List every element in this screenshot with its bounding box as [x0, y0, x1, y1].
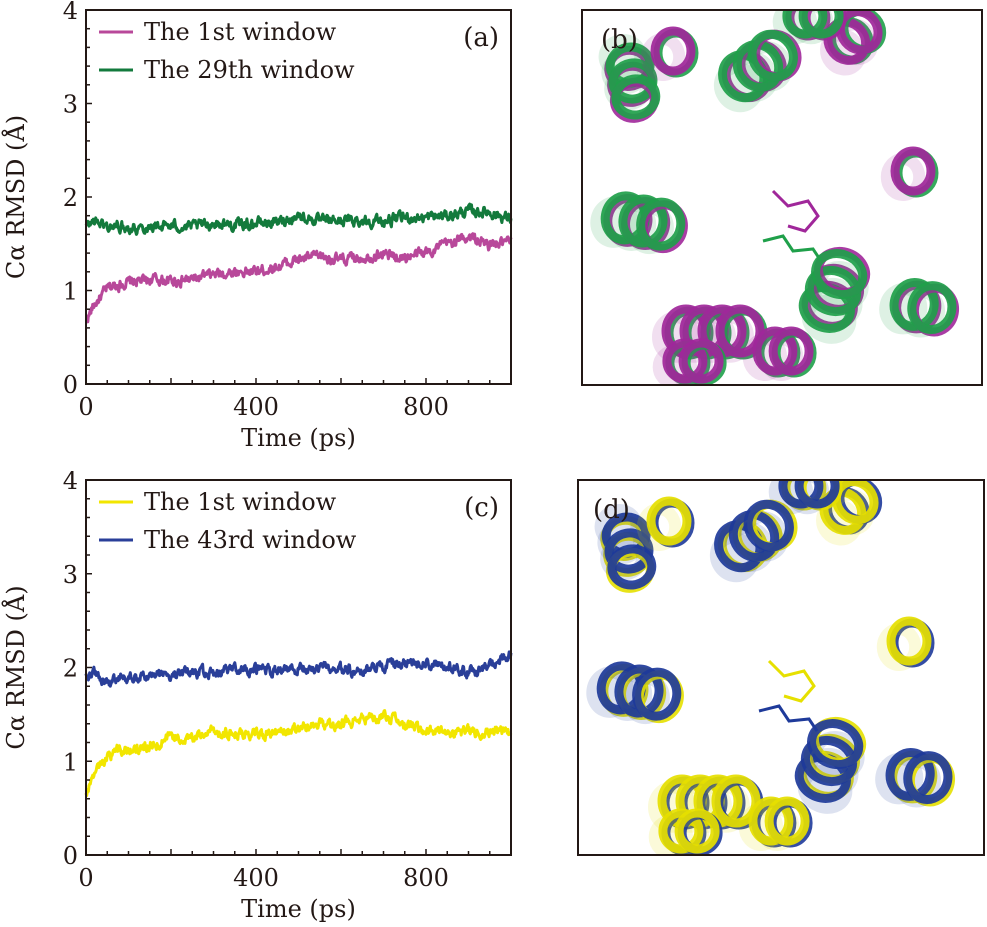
x-tick-label: 400: [233, 393, 279, 421]
panel-label-b: (b): [601, 25, 638, 55]
y-tick-label: 2: [63, 655, 78, 683]
y-tick-label: 1: [63, 748, 78, 776]
helix-ribbon: [768, 481, 843, 515]
helix-ribbon: [590, 191, 688, 255]
helix-ribbon: [709, 499, 798, 583]
helix-ribbon: [636, 496, 695, 551]
series-line-2: [84, 650, 513, 688]
legend-label: The 43rd window: [144, 526, 357, 554]
protein-structure-b-image: [590, 11, 960, 384]
x-tick-label: 400: [233, 864, 279, 892]
plot-area: [84, 650, 513, 798]
helix-ribbon: [713, 29, 802, 113]
x-tick-label: 800: [403, 393, 449, 421]
helix-ribbon: [879, 277, 960, 338]
panel-label-d: (d): [593, 495, 630, 525]
helix-ribbon: [798, 246, 871, 344]
helix-ribbon: [738, 796, 813, 851]
helix-ribbon: [586, 661, 684, 725]
helix-ribbon: [594, 503, 657, 593]
helix-ribbon: [794, 716, 867, 814]
x-tick-label: 800: [403, 864, 449, 892]
helix-ribbon: [880, 146, 939, 201]
x-axis-label: Time (ps): [241, 895, 356, 923]
y-tick-label: 2: [63, 184, 78, 212]
y-tick-label: 4: [63, 0, 78, 25]
y-tick-label: 3: [63, 561, 78, 589]
x-tick-label: 0: [78, 393, 93, 421]
y-tick-label: 4: [63, 470, 78, 495]
legend-label: The 1st window: [144, 488, 337, 516]
helix-ribbon: [876, 616, 935, 671]
panel-label: (c): [464, 493, 499, 523]
helix-ribbon: [875, 747, 956, 808]
y-axis-label: Cα RMSD (Å): [1, 585, 30, 749]
helix-ribbon: [598, 33, 661, 123]
ligand-sticks: [762, 189, 823, 262]
rmsd-plot-c: 0 400 800 0 1 2 3 4 Time (ps) Cα RMSD (Å) The 1st …: [0, 467, 540, 923]
legend-label: The 29th window: [144, 56, 355, 84]
rmsd-chart-c: 0 400 800 0 1 2 3 4 Time (ps) Cα RMSD (Å) The 1st …: [1, 467, 513, 923]
y-tick-label: 1: [63, 278, 78, 306]
x-tick-label: 0: [78, 864, 93, 892]
protein-structure-d-image: [586, 481, 956, 854]
series-line-1: [85, 232, 513, 324]
y-tick-label: 0: [63, 371, 78, 399]
ligand-sticks: [758, 659, 819, 732]
y-tick-label: 3: [63, 91, 78, 119]
legend-label: The 1st window: [144, 18, 337, 46]
structure-panel-d: (d): [577, 479, 985, 856]
helix-ribbon: [652, 338, 727, 384]
helix-ribbon: [648, 808, 723, 854]
y-axis-label: Cα RMSD (Å): [1, 115, 30, 279]
helix-ribbon: [742, 326, 817, 381]
plot-area: [84, 202, 513, 324]
helix-ribbon: [640, 26, 699, 81]
structure-panel-b: (b): [581, 9, 983, 386]
y-tick-label: 0: [63, 842, 78, 870]
helix-ribbon: [772, 11, 847, 45]
rmsd-chart-a: 0 400 800 0 1 2 3 4 Time (ps) Cα RMSD (Å) The 1st …: [1, 0, 513, 452]
series-line-2: [84, 202, 513, 236]
rmsd-plot-a: 0 400 800 0 1 2 3 4 Time (ps) Cα RMSD (Å) The 1st …: [0, 0, 540, 460]
series-line-1: [84, 709, 513, 798]
x-axis-label: Time (ps): [241, 424, 356, 452]
panel-label: (a): [463, 23, 499, 53]
